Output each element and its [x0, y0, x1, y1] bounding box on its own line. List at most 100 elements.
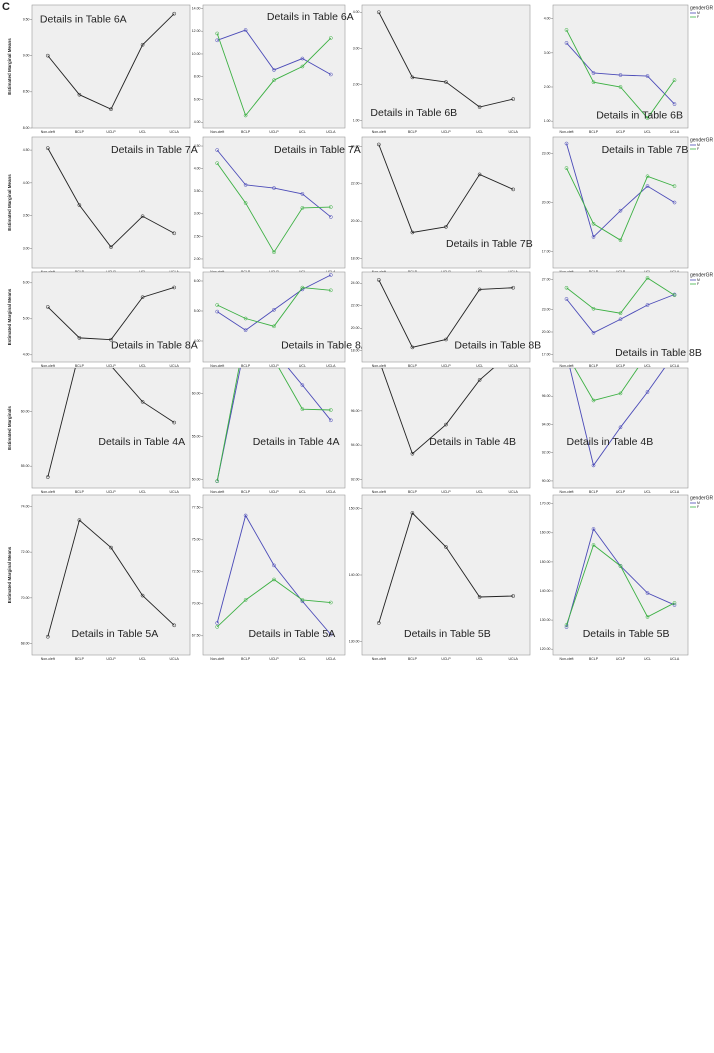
y-tick-label: 94.00 — [542, 422, 551, 426]
data-point — [172, 285, 177, 290]
x-tick-label: UCLA — [670, 657, 680, 661]
data-point — [618, 317, 623, 322]
x-tick-label: UCLA — [170, 490, 180, 494]
series-line — [566, 544, 675, 626]
data-point — [477, 378, 482, 382]
series-line — [378, 512, 514, 624]
y-tick-label: 77.50 — [192, 506, 201, 510]
x-tick-label: Non-cleft — [210, 490, 224, 494]
y-tick-label: 1.00 — [353, 119, 360, 123]
data-point — [328, 408, 333, 412]
data-point — [618, 311, 623, 316]
x-tick-label: BCLP — [75, 130, 85, 134]
y-tick-label: 4.00 — [23, 353, 30, 357]
panel: 17.00 20.00 23.00 27.00 Non-cleft BCLP UCLP UCL… — [542, 271, 713, 368]
lines — [215, 28, 333, 118]
x-tick-label: UCLP — [269, 657, 279, 661]
y-tick-label: 9.00 — [23, 54, 30, 58]
annotation: Details in Table 4B — [429, 436, 516, 448]
lines — [215, 148, 333, 255]
data-point — [328, 36, 333, 40]
x-tick-label: Non-cleft — [372, 657, 386, 661]
lines — [215, 368, 333, 483]
y-tick-label: 72.50 — [192, 570, 201, 574]
plot-area — [361, 271, 531, 363]
x-tick-label: UCLP — [616, 130, 626, 134]
x-tick-label: UCL — [476, 657, 483, 661]
data-point — [272, 68, 276, 72]
data-point — [564, 285, 569, 290]
panel: 4.00 5.00 6.00 Non-cleft BCLP UCLP UCL UCLA Deta… — [194, 271, 368, 368]
x-tick-label: UCLA — [326, 657, 336, 661]
y-tick-label: 10.00 — [192, 52, 201, 56]
x-tick-label: UCLP — [441, 490, 451, 494]
data-point — [672, 601, 677, 605]
x-tick-label: UCL — [299, 130, 306, 134]
y-tick-label: 27.00 — [542, 277, 551, 281]
series-line — [216, 514, 332, 635]
series-line — [47, 519, 175, 637]
x-tick-label: BCLP — [408, 364, 418, 368]
data-point — [618, 73, 623, 77]
data-point — [618, 564, 623, 568]
annotation: Details in Table 5B — [583, 628, 670, 640]
y-tick-label: 60.00 — [21, 410, 30, 414]
data-point — [410, 230, 415, 235]
series-line — [381, 368, 495, 455]
plot-area — [31, 136, 191, 269]
data-point — [591, 80, 596, 85]
data-point — [272, 563, 276, 568]
data-point — [410, 75, 415, 80]
y-tick-label: 92.00 — [542, 451, 551, 455]
x-tick-label: Non-cleft — [372, 490, 386, 494]
plot-area — [31, 494, 191, 656]
x-tick-label: BCLP — [241, 364, 251, 368]
data-point — [215, 309, 220, 314]
data-point — [564, 141, 569, 146]
series-line — [217, 29, 332, 75]
data-point — [645, 303, 650, 307]
data-point — [618, 238, 623, 243]
data-point — [511, 285, 516, 290]
y-tick-label: 3.00 — [353, 46, 360, 50]
series-line — [378, 279, 514, 348]
x-tick-label: BCLP — [408, 130, 418, 134]
y-tick-label: 23.00 — [542, 151, 551, 155]
y-tick-label: 70.00 — [21, 596, 30, 600]
data-point — [140, 593, 145, 598]
annotation: Details in Table 8A — [281, 340, 368, 352]
x-tick-label: UCL — [139, 657, 146, 661]
y-tick-label: 23.00 — [542, 307, 551, 311]
x-tick-label: UCLA — [326, 490, 336, 494]
data-point — [444, 545, 448, 549]
data-point — [645, 390, 650, 394]
plot-area — [202, 136, 346, 269]
y-tick-label: 22.00 — [351, 304, 360, 308]
panel: 18.00 20.00 22.00 24.00 Non-cleft BCLP UCLP UCL… — [351, 271, 541, 368]
data-point — [109, 245, 113, 249]
legend-label: F — [697, 15, 699, 19]
x-tick-label: BCLP — [408, 657, 418, 661]
data-point — [215, 31, 220, 36]
x-tick-label: UCLP — [441, 364, 451, 368]
series-line — [216, 33, 332, 117]
lines — [45, 285, 177, 342]
panel: 4.00 5.00 6.00 Non-cleft BCLP UCLP UCL UCLA Esti… — [7, 271, 198, 368]
x-tick-label: UCLA — [670, 130, 680, 134]
x-tick-label: UCL — [476, 364, 483, 368]
plot-area — [361, 136, 531, 269]
y-tick-label: 55.00 — [192, 434, 201, 438]
lines — [381, 368, 495, 456]
x-tick-label: UCLA — [509, 657, 519, 661]
y-tick-label: 4.00 — [194, 120, 201, 124]
data-point — [328, 215, 333, 219]
y-tick-label: 17.00 — [542, 352, 551, 356]
series-line — [569, 368, 666, 467]
annotation: Details in Table 5A — [72, 628, 159, 640]
y-tick-label: 96.00 — [351, 409, 360, 413]
data-point — [618, 425, 623, 430]
panel: 92.00 94.00 96.00 Non-cleft BCLP UCLP UCL UCLA D… — [351, 367, 531, 494]
x-tick-label: UCLP — [269, 364, 279, 368]
data-point — [45, 305, 50, 309]
y-tick-label: 2.00 — [194, 257, 201, 261]
